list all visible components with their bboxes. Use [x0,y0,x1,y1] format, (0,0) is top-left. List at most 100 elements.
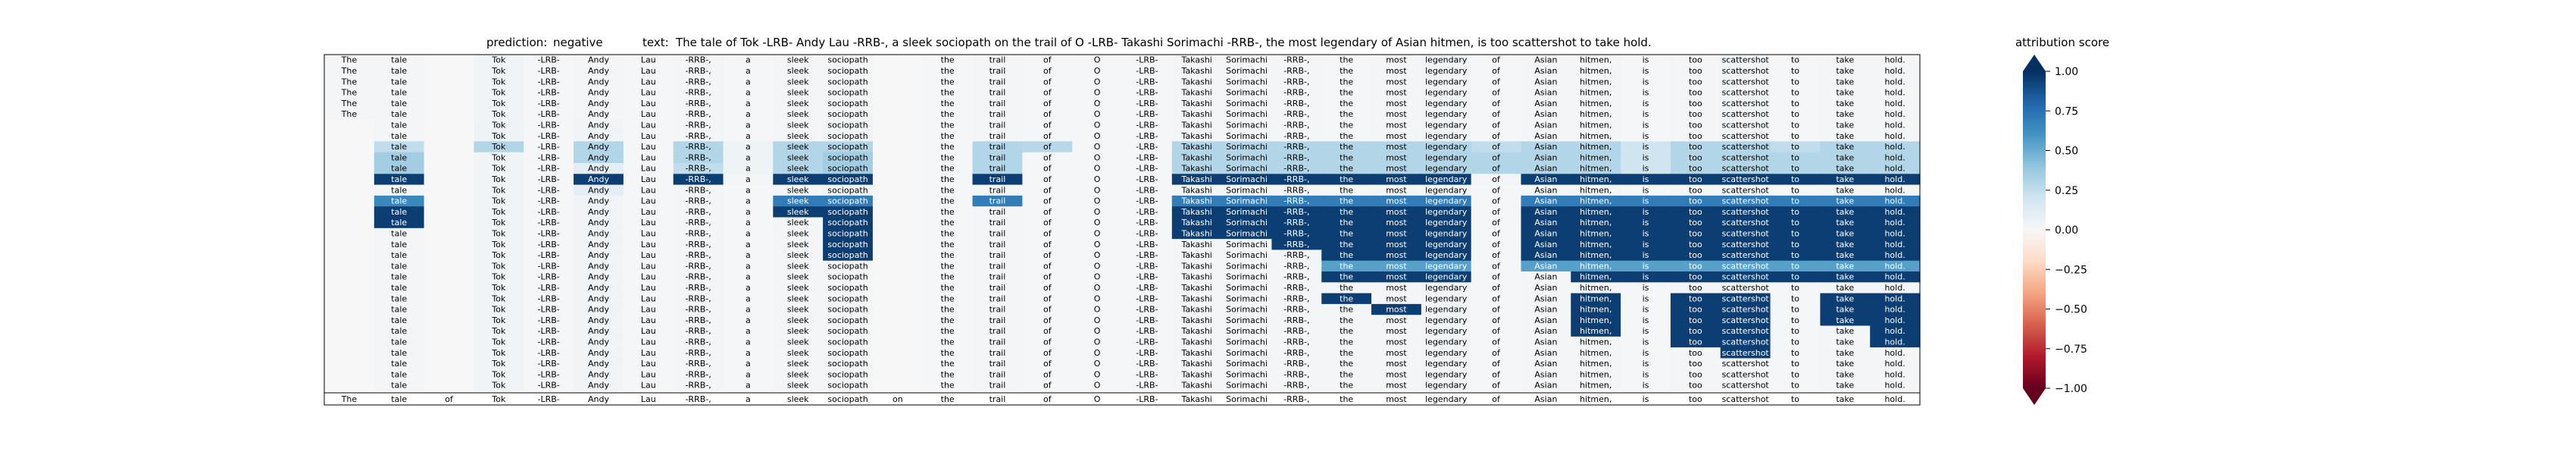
heatmap-cell-label: Tok [491,240,506,249]
heatmap-cell [922,217,974,229]
heatmap-cell [1720,347,1771,359]
heatmap-cell [1122,239,1173,250]
heatmap-cell-label: most [1386,152,1407,162]
heatmap-cell-label: -RRB-, [1283,142,1309,152]
heatmap-cell-label: Andy [588,218,609,228]
heatmap-cell-label: trail [989,152,1006,162]
heatmap-cell [1720,184,1771,196]
heatmap-cell-label: Tok [491,185,506,195]
heatmap-cell [1820,163,1871,174]
heatmap-cell-label: to [1791,315,1799,325]
heatmap-cell-label: too [1689,359,1702,369]
heatmap-cell [424,108,475,121]
heatmap-cell [424,184,475,196]
heatmap-cell [1421,195,1472,207]
heatmap-cell [524,141,574,153]
heatmap-cell [673,65,724,77]
heatmap-cell [1770,206,1821,218]
heatmap-cell [574,65,624,77]
heatmap-cell-label: hold. [1884,152,1905,162]
heatmap-cell [673,206,724,218]
heatmap-cell [1820,336,1871,348]
heatmap-cell-label: -RRB-, [1283,229,1309,239]
heatmap-cell-label: Tok [491,218,506,228]
heatmap-cell-label: -LRB- [1136,293,1158,303]
heatmap-cell-label: Takashi [1181,185,1212,195]
heatmap-cell [1072,152,1123,164]
heatmap-cell [623,358,674,370]
heatmap-cell [773,119,824,131]
heatmap-cell [1271,303,1322,315]
heatmap-cell [1720,325,1771,337]
heatmap-cell [872,249,924,262]
heatmap-cell-label: Asian [1534,337,1557,347]
heatmap-cell [773,65,824,77]
heatmap-cell-label: Lau [641,348,656,358]
heatmap-cell [1621,358,1671,370]
heatmap-cell [1171,325,1223,337]
heatmap-cell-label: -LRB- [1136,229,1158,239]
heatmap-cell [623,380,674,391]
heatmap-cell-label: trail [989,207,1006,217]
heatmap-cell-label: Lau [641,272,656,282]
heatmap-cell-label: the [1340,77,1353,86]
heatmap-cell [524,260,574,272]
heatmap-cell [1171,141,1223,153]
heatmap-cell [524,65,574,77]
heatmap-cell-label: to [1791,109,1799,119]
heatmap-cell-label: Tok [491,305,506,315]
heatmap-cell [1321,98,1372,110]
heatmap-cell-label: hitmen, [1580,348,1612,358]
heatmap-cell [1122,195,1173,207]
heatmap-cell-label: to [1791,77,1799,86]
heatmap-cell [972,282,1023,294]
heatmap-cell-label: Lau [641,283,656,293]
heatmap-cell-label: most [1386,185,1407,195]
heatmap-cell [574,336,624,348]
heatmap-cell-label: -LRB- [1136,359,1158,369]
heatmap-cell [574,239,624,250]
heatmap-cell-label: Takashi [1181,99,1212,108]
heatmap-cell-label: -LRB- [538,272,560,282]
heatmap-cell-label: -RRB-, [1283,185,1309,195]
heatmap-cell [673,86,724,99]
heatmap-cell-label: sleek [787,337,809,347]
heatmap-cell-label: -RRB-, [1283,88,1309,98]
heatmap-cell-label: tale [391,305,407,315]
heatmap-cell-label: Sorimachi [1226,359,1268,369]
heatmap-cell [574,271,624,283]
heatmap-cell-label: a [746,229,751,239]
heatmap-cell [424,65,475,77]
heatmap-cell-label: tale [391,337,407,347]
heatmap-cell-label: sleek [787,174,809,184]
heatmap-cell-label: too [1689,250,1702,260]
heatmap-cell-label: Lau [641,109,656,119]
heatmap-cell [1271,65,1322,77]
heatmap-cell [872,141,924,153]
heatmap-cell [424,325,475,337]
heatmap-cell-label: scattershot [1722,174,1770,184]
heatmap-cell-label: most [1386,131,1407,141]
heatmap-cell [1521,119,1571,131]
heatmap-cell-label: -RRB-, [1283,55,1309,65]
heatmap-cell [1371,76,1422,88]
heatmap-cell [1720,271,1771,283]
heatmap-cell [1321,369,1372,381]
heatmap-cell [823,130,874,142]
heatmap-cell [1720,217,1771,229]
heatmap-cell-label: of [1492,109,1501,119]
heatmap-cell-label: Asian [1534,326,1557,336]
heatmap-cell [1271,184,1322,196]
heatmap-cell [374,336,425,348]
heatmap-cell-label: Takashi [1181,359,1212,369]
heatmap-cell-label: of [1492,55,1501,65]
heatmap-cell [1670,358,1721,370]
heatmap-cell-label: trail [989,88,1006,98]
heatmap-cell-label: -RRB-, [685,174,711,184]
heatmap-cell-label: scattershot [1722,369,1770,379]
heatmap-cell-label: too [1689,381,1702,391]
heatmap-cell [1321,217,1372,229]
heatmap-cell [673,380,724,391]
heatmap-cell-label: tale [391,131,407,141]
heatmap-cell-label: sleek [787,240,809,249]
